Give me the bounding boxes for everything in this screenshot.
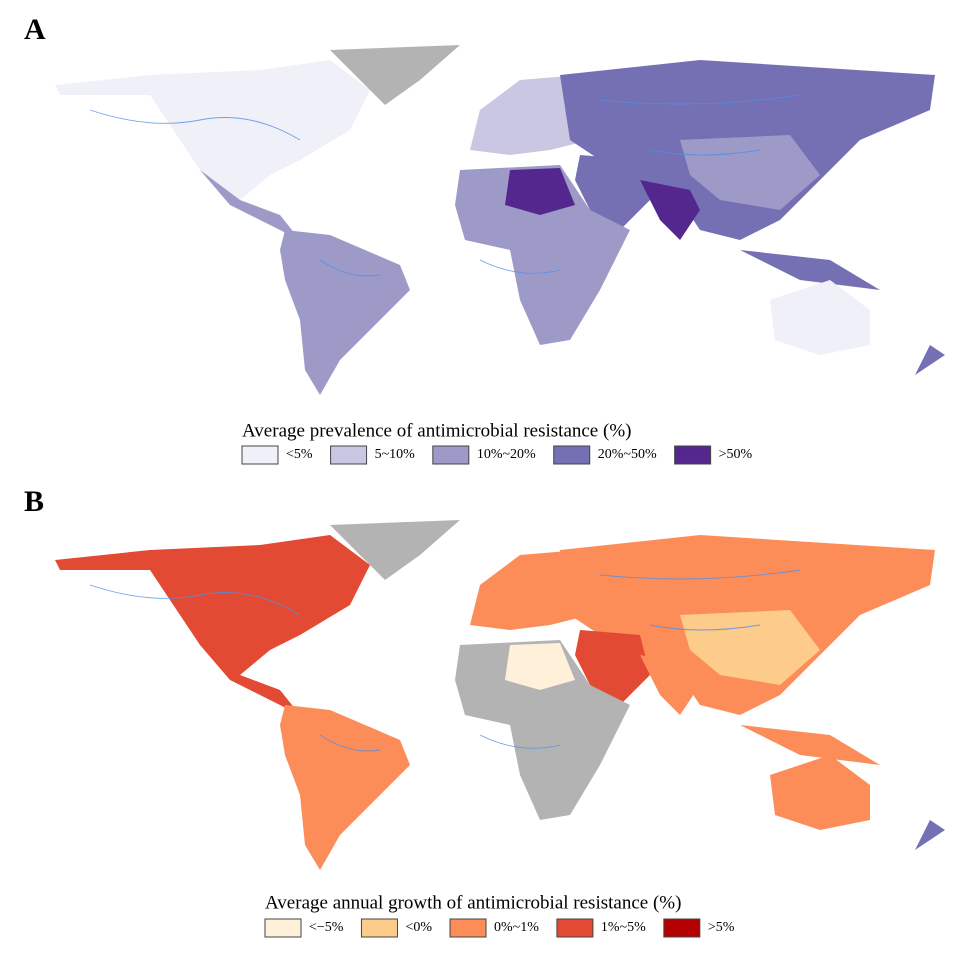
legend-label: <0% bbox=[405, 920, 432, 935]
map-b bbox=[55, 520, 945, 870]
legend-swatch bbox=[449, 918, 487, 938]
legend-swatch bbox=[264, 918, 302, 938]
legend-label: 20%~50% bbox=[598, 447, 657, 462]
legend-label: 5~10% bbox=[375, 447, 416, 462]
legend-label: <−5% bbox=[309, 920, 344, 935]
legend-label: 10%~20% bbox=[477, 447, 536, 462]
legend-swatch bbox=[432, 445, 470, 465]
legend-label: >50% bbox=[719, 447, 753, 462]
legend-label: >5% bbox=[708, 920, 735, 935]
legend-label: <5% bbox=[286, 447, 313, 462]
panel-label: A bbox=[24, 13, 46, 46]
legend-label: 1%~5% bbox=[601, 920, 646, 935]
panel-label: B bbox=[24, 485, 44, 518]
legend-swatch bbox=[556, 918, 594, 938]
legend-swatch bbox=[553, 445, 591, 465]
legend-swatch bbox=[330, 445, 368, 465]
legend-swatch bbox=[663, 918, 701, 938]
legend-swatch bbox=[674, 445, 712, 465]
legend-swatch bbox=[360, 918, 398, 938]
legend-swatch bbox=[241, 445, 279, 465]
legend-title: Average prevalence of antimicrobial resi… bbox=[242, 420, 631, 441]
map-a bbox=[55, 45, 945, 395]
legend-title: Average annual growth of antimicrobial r… bbox=[265, 892, 681, 913]
legend-label: 0%~1% bbox=[494, 920, 539, 935]
